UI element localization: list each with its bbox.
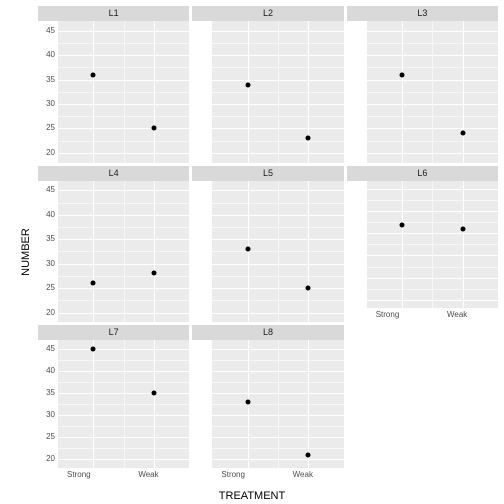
x-tick-label: Strong xyxy=(221,470,245,479)
data-point xyxy=(245,399,250,404)
y-tick-label: 25 xyxy=(46,124,55,132)
facet-strip: L1 xyxy=(38,6,189,21)
data-point xyxy=(460,227,465,232)
facet-L2: L2 xyxy=(192,6,343,163)
panel xyxy=(212,21,343,163)
y-tick-label: 35 xyxy=(46,389,55,397)
y-tick-label: 25 xyxy=(46,284,55,292)
facet-strip: L2 xyxy=(192,6,343,21)
facet-L5: L5 xyxy=(192,166,343,323)
y-tick-label: 45 xyxy=(46,27,55,35)
y-tick-label: 20 xyxy=(46,149,55,157)
data-point xyxy=(245,247,250,252)
y-tick-label: 40 xyxy=(46,51,55,59)
facet-L8: L8 Strong Weak xyxy=(192,325,343,482)
y-tick-label: 35 xyxy=(46,76,55,84)
facet-strip: L6 xyxy=(347,166,498,181)
data-point xyxy=(306,136,311,141)
y-tick-label: 45 xyxy=(46,186,55,194)
panel xyxy=(58,340,189,468)
facet-strip: L8 xyxy=(192,325,343,340)
data-point xyxy=(151,271,156,276)
y-tick-label: 35 xyxy=(46,235,55,243)
facet-L6: L6 Strong Weak xyxy=(347,166,498,323)
y-tick-label: 40 xyxy=(46,211,55,219)
facet-strip: L3 xyxy=(347,6,498,21)
x-axis-title: TREATMENT xyxy=(219,490,285,502)
facet-L4: L4 20 25 30 35 40 45 xyxy=(38,166,189,323)
y-tick-label: 30 xyxy=(46,100,55,108)
facet-L7: L7 20 25 30 35 40 45 Strong Weak xyxy=(38,325,189,482)
panel xyxy=(58,21,189,163)
y-tick-label: 20 xyxy=(46,309,55,317)
y-tick-label: 25 xyxy=(46,433,55,441)
x-tick-label: Weak xyxy=(447,310,467,319)
figure: NUMBER TREATMENT L1 20 25 30 35 40 45 L2 L3 L4 20 2… xyxy=(0,0,504,504)
facet-strip: L5 xyxy=(192,166,343,181)
y-tick-label: 40 xyxy=(46,367,55,375)
data-point xyxy=(151,126,156,131)
data-point xyxy=(460,131,465,136)
data-point xyxy=(400,72,405,77)
y-axis-title: NUMBER xyxy=(20,228,32,276)
data-point xyxy=(400,222,405,227)
data-point xyxy=(306,286,311,291)
data-point xyxy=(91,72,96,77)
x-tick-label: Strong xyxy=(376,310,400,319)
data-point xyxy=(245,82,250,87)
panel xyxy=(58,181,189,323)
facet-strip: L7 xyxy=(38,325,189,340)
facet-L1: L1 20 25 30 35 40 45 xyxy=(38,6,189,163)
panel xyxy=(367,21,498,163)
x-tick-label: Strong xyxy=(67,470,91,479)
x-tick-label: Weak xyxy=(138,470,158,479)
y-tick-label: 30 xyxy=(46,411,55,419)
y-tick-label: 45 xyxy=(46,345,55,353)
facet-strip: L4 xyxy=(38,166,189,181)
panel xyxy=(212,181,343,323)
data-point xyxy=(306,452,311,457)
x-tick-label: Weak xyxy=(293,470,313,479)
data-point xyxy=(91,281,96,286)
facet-grid: L1 20 25 30 35 40 45 L2 L3 L4 20 25 30 35 40 45 L5 L6 Stro… xyxy=(38,6,498,482)
data-point xyxy=(151,391,156,396)
facet-L3: L3 xyxy=(347,6,498,163)
panel xyxy=(367,181,498,309)
panel xyxy=(212,340,343,468)
y-tick-label: 20 xyxy=(46,455,55,463)
y-tick-label: 30 xyxy=(46,260,55,268)
data-point xyxy=(91,347,96,352)
